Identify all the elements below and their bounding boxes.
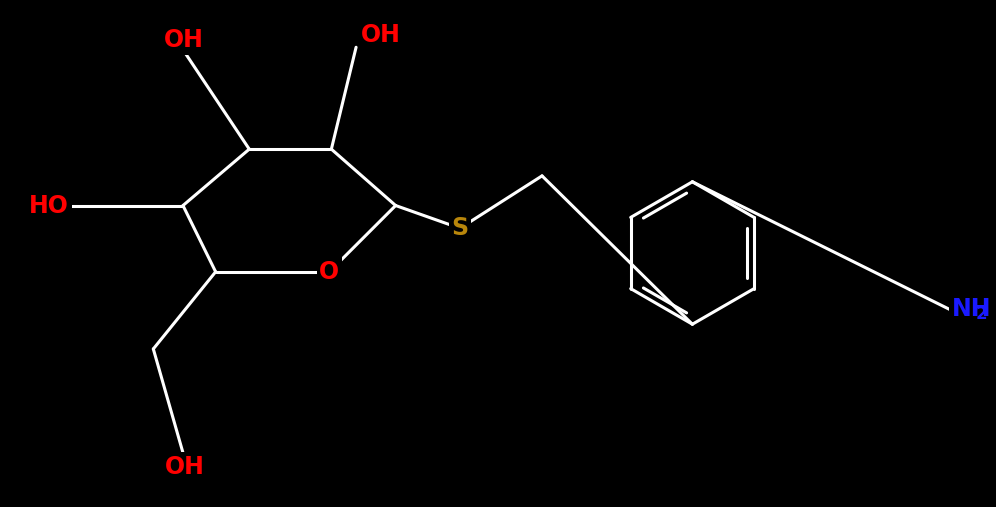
- Text: O: O: [320, 260, 340, 284]
- Text: NH: NH: [951, 298, 991, 321]
- Text: OH: OH: [361, 23, 401, 47]
- Text: HO: HO: [29, 194, 70, 218]
- Text: 2: 2: [975, 305, 987, 323]
- Text: S: S: [451, 216, 468, 240]
- Text: OH: OH: [165, 455, 205, 479]
- Text: OH: OH: [164, 28, 204, 52]
